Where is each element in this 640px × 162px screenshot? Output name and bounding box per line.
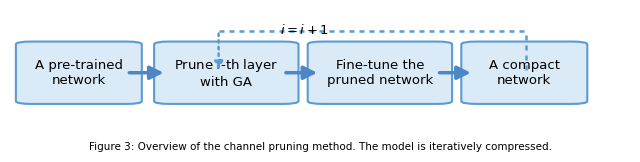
FancyBboxPatch shape bbox=[16, 42, 142, 104]
Text: A compact
network: A compact network bbox=[489, 59, 560, 87]
Text: $i = i + 1$: $i = i + 1$ bbox=[280, 23, 329, 37]
FancyBboxPatch shape bbox=[461, 42, 588, 104]
FancyBboxPatch shape bbox=[308, 42, 452, 104]
FancyBboxPatch shape bbox=[154, 42, 298, 104]
Text: Fine-tune the
pruned network: Fine-tune the pruned network bbox=[327, 59, 433, 87]
Text: Figure 3: Overview of the channel pruning method. The model is iteratively compr: Figure 3: Overview of the channel prunin… bbox=[88, 142, 552, 152]
Text: A pre-trained
network: A pre-trained network bbox=[35, 59, 123, 87]
Text: Prune $i$-th layer
with GA: Prune $i$-th layer with GA bbox=[174, 57, 278, 89]
